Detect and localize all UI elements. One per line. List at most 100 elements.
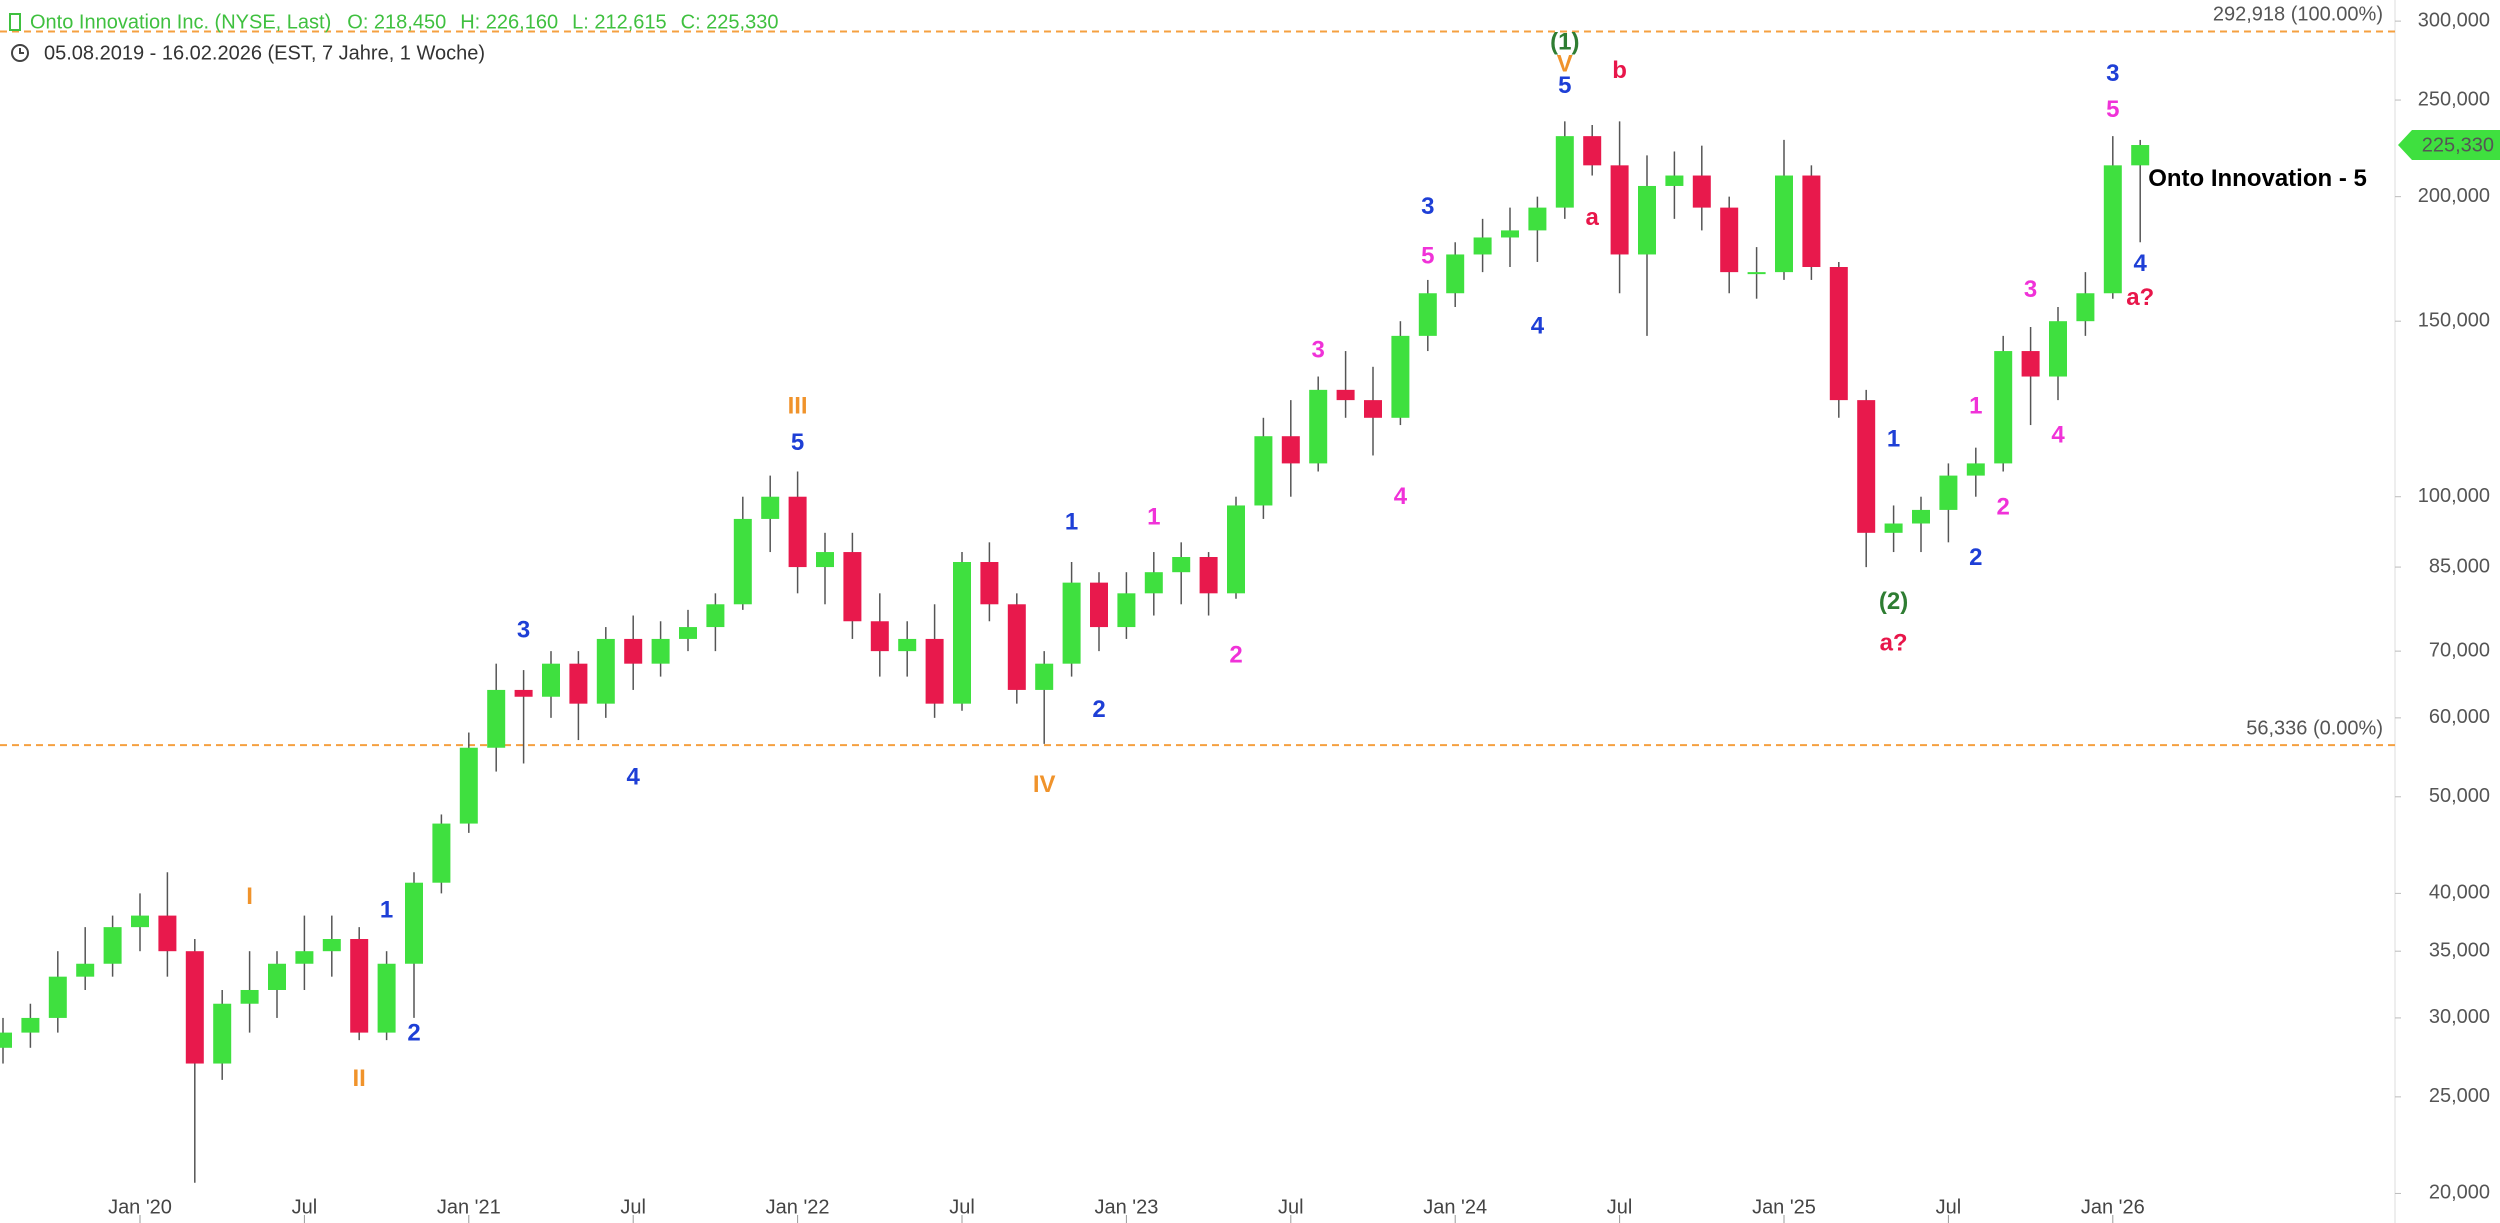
candle-body — [542, 663, 560, 697]
candle-body — [1418, 293, 1437, 336]
candle-body — [295, 951, 314, 964]
candle-body — [1172, 557, 1191, 573]
candle-body — [1501, 230, 1519, 238]
candle-body — [1062, 582, 1081, 664]
wave-label: 1 — [1969, 392, 1982, 419]
candle-body — [1035, 663, 1054, 690]
y-tick-label: 35,000 — [2429, 939, 2490, 961]
candle-body — [2131, 145, 2150, 166]
y-tick-label: 50,000 — [2429, 785, 2490, 807]
candle-body — [1994, 351, 2013, 464]
candle-body — [131, 915, 149, 928]
wave-label: 3 — [2024, 276, 2037, 303]
y-tick-label: 70,000 — [2429, 639, 2490, 661]
candle-body — [1665, 175, 1684, 186]
candle-body — [514, 689, 533, 697]
candle-body — [788, 496, 807, 568]
candle-body — [350, 938, 369, 1033]
wave-label: (1) — [1550, 29, 1579, 56]
candle-body — [48, 976, 67, 1018]
candle-body — [1364, 400, 1382, 418]
last-price-label: 225,330 — [2422, 134, 2494, 156]
wave-label: 1 — [1887, 425, 1900, 452]
x-tick-label: Jan '26 — [2081, 1196, 2145, 1218]
x-tick-label: Jul — [1936, 1196, 1962, 1218]
chart-icon — [9, 13, 21, 31]
candle-body — [1692, 175, 1711, 208]
wave-label: 4 — [2134, 250, 2148, 277]
candle-body — [679, 627, 697, 639]
candle-body — [761, 496, 780, 519]
wave-label: 3 — [1421, 193, 1434, 220]
y-axis: 300,000250,000200,000150,000100,00085,00… — [108, 9, 2500, 1218]
wave-label: 2 — [1229, 641, 1242, 668]
candle-body — [21, 1017, 40, 1033]
candle-body — [1336, 389, 1355, 401]
candle-body — [240, 989, 259, 1004]
ohlc-value: C: 225,330 — [681, 11, 779, 33]
candle-body — [816, 552, 834, 568]
candle-body — [268, 963, 286, 990]
candle-body — [432, 823, 451, 883]
candle-body — [1528, 207, 1547, 231]
wave-label: IV — [1033, 771, 1056, 798]
candle-body — [1254, 436, 1273, 506]
candle-body — [1829, 267, 1848, 401]
candle-body — [1583, 136, 1602, 166]
ohlc-value: O: 218,450 — [347, 11, 446, 33]
candle-body — [2021, 351, 2040, 377]
candle-body — [1638, 185, 1656, 255]
y-tick-label: 100,000 — [2418, 485, 2490, 507]
ohlc-value: L: 212,615 — [572, 11, 667, 33]
candle-body — [733, 518, 752, 605]
candle-body — [0, 1032, 12, 1048]
wave-label: 1 — [380, 896, 393, 923]
ohlc-info: O: 218,450 H: 226,160 L: 212,615 C: 225,330 — [347, 11, 778, 33]
candle-body — [1309, 389, 1328, 464]
chart-note: Onto Innovation - 5 — [2148, 165, 2367, 192]
wave-label: 2 — [1997, 493, 2010, 520]
ohlc-value: H: 226,160 — [460, 11, 558, 33]
wave-label: 1 — [1065, 508, 1078, 535]
candle-body — [1939, 475, 1958, 510]
candle-body — [1610, 165, 1629, 255]
wave-label: 5 — [2106, 96, 2119, 123]
candle-body — [870, 621, 889, 652]
candle-body — [651, 638, 670, 664]
wave-label: 4 — [1531, 312, 1545, 339]
x-tick-label: Jan '21 — [437, 1196, 501, 1218]
candle-body — [2049, 321, 2067, 377]
candle-body — [76, 963, 95, 977]
candle-body — [1775, 175, 1793, 273]
wave-label: 1 — [1147, 503, 1160, 530]
candle-body — [405, 882, 423, 964]
y-tick-label: 200,000 — [2418, 185, 2490, 207]
clock-hand — [19, 48, 24, 54]
candle-body — [1281, 436, 1300, 464]
candle-body — [1007, 604, 1026, 690]
subtitle: 05.08.2019 - 16.02.2026 (EST, 7 Jahre, 1… — [44, 42, 485, 64]
y-tick-label: 300,000 — [2418, 9, 2490, 31]
x-tick-label: Jan '24 — [1423, 1196, 1487, 1218]
wave-label: 4 — [2051, 422, 2065, 449]
candle-body — [1117, 593, 1136, 628]
candle-body — [953, 562, 971, 704]
y-tick-label: 250,000 — [2418, 88, 2490, 110]
wave-label: 4 — [1394, 483, 1408, 510]
candle-body — [185, 951, 204, 1064]
chart-title: Onto Innovation Inc. (NYSE, Last) — [30, 11, 331, 33]
y-tick-label: 40,000 — [2429, 882, 2490, 904]
wave-label: 4 — [627, 763, 641, 790]
wave-label: I — [246, 883, 253, 910]
clock-icon — [11, 44, 29, 62]
candle-body — [1446, 254, 1465, 294]
candle-body — [322, 938, 341, 952]
reference-label: 292,918 (100.00%) — [2213, 4, 2383, 26]
candle-body — [103, 927, 122, 964]
wave-label: 3 — [1312, 336, 1325, 363]
candle-body — [487, 689, 506, 748]
candle-body — [2076, 293, 2095, 322]
candle-body — [2103, 165, 2122, 294]
